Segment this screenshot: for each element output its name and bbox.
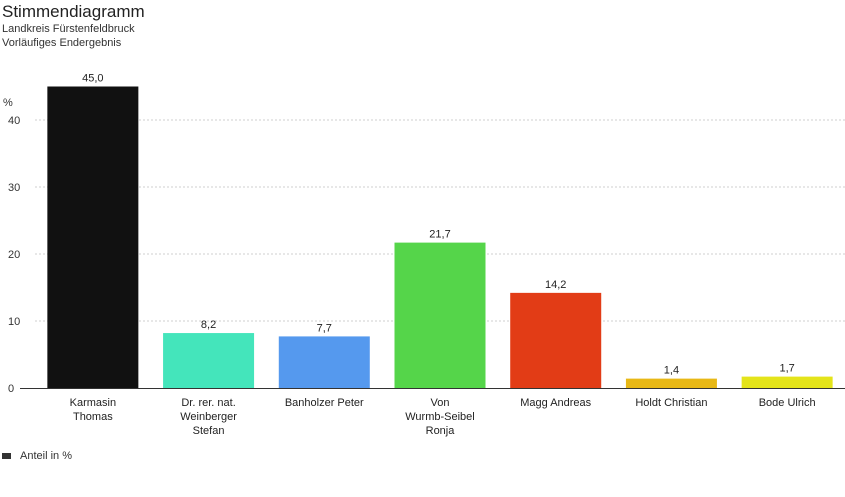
data-label: 45,0 <box>82 73 103 85</box>
x-tick-label: Wurmb-Seibel <box>405 411 475 423</box>
data-label: 1,4 <box>664 365 679 377</box>
x-tick-label: Stefan <box>193 425 225 437</box>
legend[interactable]: Anteil in % <box>2 450 72 462</box>
x-tick-label: Thomas <box>73 411 113 423</box>
bar <box>510 292 602 388</box>
bar <box>278 336 370 388</box>
bar <box>741 376 833 388</box>
data-label: 1,7 <box>779 363 794 375</box>
x-tick-label: Weinberger <box>180 411 237 423</box>
x-tick-label: Von <box>431 397 450 409</box>
x-tick-label: Magg Andreas <box>520 397 591 409</box>
chart-subtitle: Landkreis Fürstenfeldbruck <box>2 23 135 35</box>
y-tick-label: 0 <box>8 383 14 395</box>
data-label: 8,2 <box>201 319 216 331</box>
y-tick-label: 30 <box>8 182 20 194</box>
bar <box>394 242 486 388</box>
y-tick-label: 20 <box>8 249 20 261</box>
legend-label: Anteil in % <box>20 450 72 462</box>
data-label: 14,2 <box>545 279 566 291</box>
legend-swatch <box>2 453 11 459</box>
x-tick-label: Holdt Christian <box>635 397 707 409</box>
bar <box>163 333 255 388</box>
x-tick-label: Ronja <box>426 425 456 437</box>
x-tick-label: Dr. rer. nat. <box>181 397 235 409</box>
y-axis-label: % <box>3 97 13 109</box>
x-tick-label: Karmasin <box>70 397 116 409</box>
chart-title: Stimmendiagramm <box>2 2 145 21</box>
bar <box>47 86 139 388</box>
x-tick-label: Banholzer Peter <box>285 397 364 409</box>
chart-subtitle-2: Vorläufiges Endergebnis <box>2 37 122 49</box>
bar <box>625 378 717 388</box>
data-label: 7,7 <box>317 322 332 334</box>
x-tick-label: Bode Ulrich <box>759 397 816 409</box>
data-label: 21,7 <box>429 229 450 241</box>
y-tick-label: 40 <box>8 115 20 127</box>
y-tick-label: 10 <box>8 316 20 328</box>
